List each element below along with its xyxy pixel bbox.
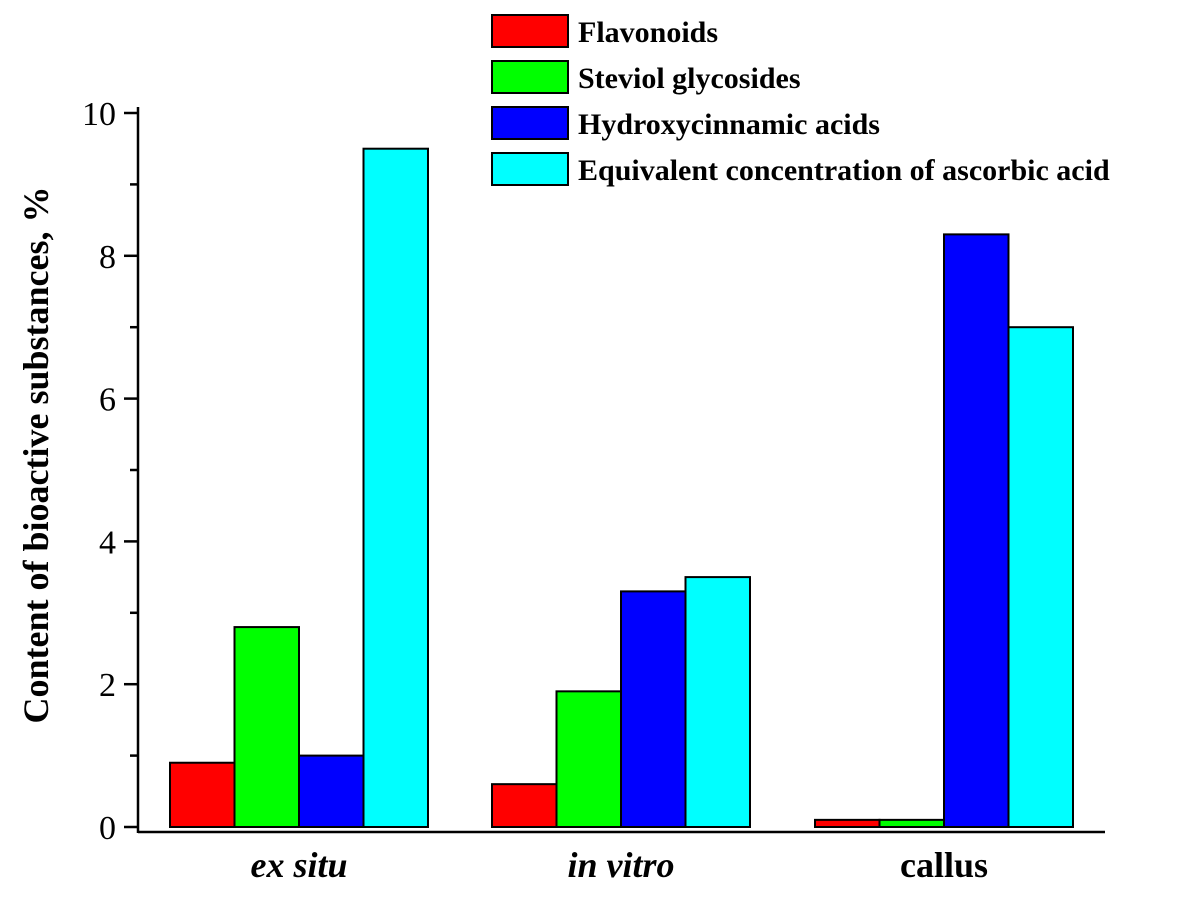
legend: Flavonoids Steviol glycosides Hydroxycinna…: [491, 14, 1110, 187]
y-tick-label: 10: [82, 96, 116, 133]
bars-group: [169, 147, 1074, 829]
bar-3-1: [814, 818, 881, 828]
y-tick-label: 8: [99, 239, 116, 276]
legend-label: Flavonoids: [578, 16, 718, 49]
bar-2-2: [555, 690, 622, 829]
bar-2-1: [491, 783, 558, 828]
y-axis-title: Content of bioactive substances, %: [16, 187, 56, 724]
x-category-label: in vitro: [567, 845, 674, 885]
bar-2-3: [620, 590, 687, 828]
x-category-label: ex situ: [250, 845, 347, 885]
legend-swatch: [491, 106, 569, 140]
bar-1-1: [169, 761, 236, 828]
x-category-label: callus: [900, 845, 988, 885]
bar-3-4: [1007, 326, 1074, 828]
legend-swatch: [491, 14, 569, 48]
bar-1-4: [362, 147, 429, 828]
axes-group: [124, 107, 1105, 834]
y-tick-label: 2: [99, 667, 116, 704]
y-tick-label: 6: [99, 382, 116, 419]
y-tick-label: 4: [99, 524, 116, 561]
legend-label: Steviol glycosides: [578, 62, 801, 95]
bar-3-2: [878, 818, 945, 828]
legend-label: Hydroxycinnamic acids: [578, 108, 880, 141]
legend-label: Equivalent concentration of ascorbic aci…: [578, 154, 1110, 187]
legend-swatch: [491, 60, 569, 94]
bar-1-3: [298, 754, 365, 828]
bar-3-3: [943, 233, 1010, 828]
legend-swatch: [491, 152, 569, 186]
y-tick-label: 0: [99, 810, 116, 847]
bar-2-4: [684, 576, 751, 828]
bar-1-2: [233, 626, 300, 829]
labels-group: 0 2 4 6 8 10 ex situ in vitro callus: [82, 96, 988, 885]
